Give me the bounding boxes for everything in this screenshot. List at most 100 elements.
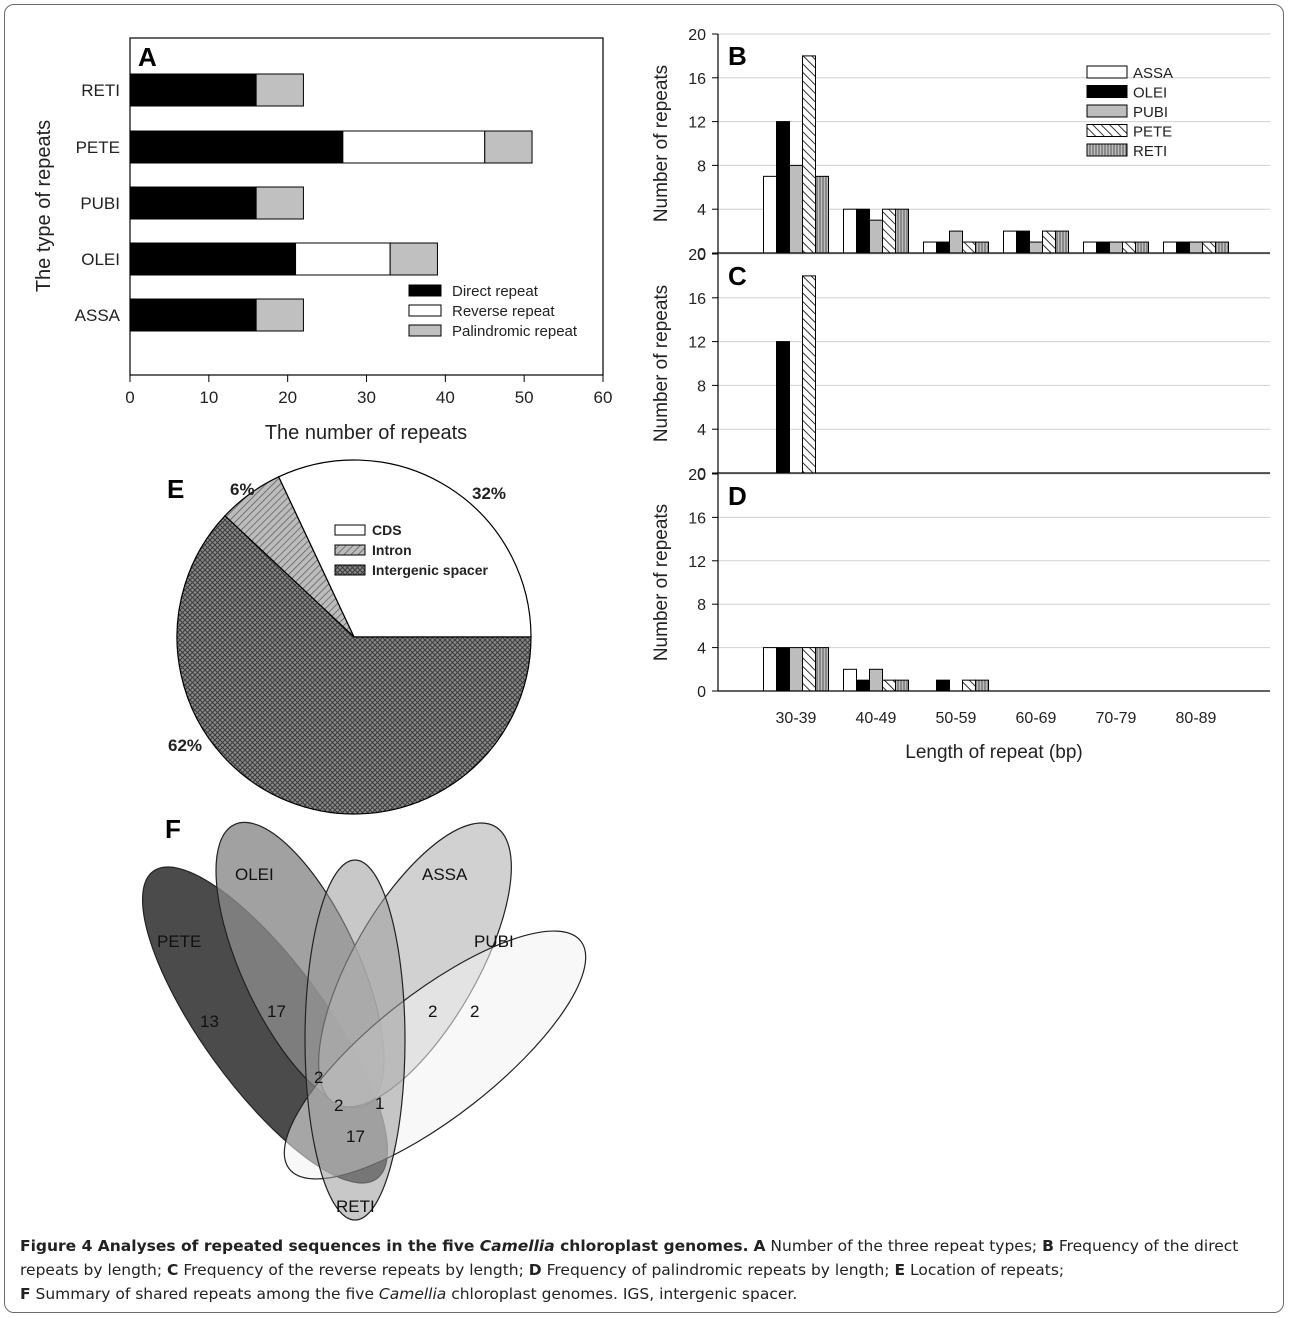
bar-b-80-89-pubi xyxy=(1189,241,1203,254)
bar-b-50-59-assa xyxy=(923,241,937,254)
y-tick-label: 16 xyxy=(688,291,706,308)
venn-count: 2 xyxy=(334,1096,343,1115)
bar-b-60-69-pete xyxy=(1042,230,1056,254)
y-tick-label: RETI xyxy=(81,81,120,100)
bar-b-60-69-olei xyxy=(1016,230,1030,254)
bar-reti-direct-repeat xyxy=(129,73,257,107)
panel-e-letter: E xyxy=(167,474,184,504)
caption-lead-tail: chloroplast genomes. xyxy=(554,1237,749,1255)
y-tick-label: 20 xyxy=(688,27,706,44)
caption-part-d: D Frequency of palindromic repeats by le… xyxy=(528,1261,895,1279)
venn-count: 17 xyxy=(267,1002,286,1021)
venn-count: 13 xyxy=(200,1012,219,1031)
legend-label: Intergenic spacer xyxy=(372,562,488,578)
caption-part-b: B Frequency of the direct repeats by len… xyxy=(20,1237,1239,1279)
bar-d-40-49-pubi xyxy=(869,668,883,692)
bar-d-30-39-olei xyxy=(776,647,790,692)
panel-b-legend: ASSA OLEI PUBI PETE RETI xyxy=(1086,65,1173,160)
y-tick-label: 4 xyxy=(697,422,706,439)
caption-lead: Figure 4 Analyses of repeated sequences … xyxy=(20,1237,480,1255)
bar-b-80-89-olei xyxy=(1176,241,1190,254)
legend-label: Palindromic repeat xyxy=(452,323,578,340)
bar-b-30-39-pubi xyxy=(789,164,803,254)
panel-f: F PETE OLEI ASSA PUBI RETI 13 17 2 2 2 2… xyxy=(141,814,587,1221)
venn-set-label-pubi: PUBI xyxy=(474,932,514,951)
bcd-gridlines xyxy=(718,33,1270,649)
bar-d-40-49-olei xyxy=(856,679,870,692)
bcd-x-ticks: 30-39 40-49 50-59 60-69 70-79 80-89 xyxy=(776,710,1217,727)
bar-b-60-69-reti xyxy=(1055,230,1069,254)
venn-set-label-assa: ASSA xyxy=(422,865,468,884)
venn-count: 17 xyxy=(346,1127,365,1146)
y-tick-label: 20 xyxy=(688,467,706,484)
x-tick-label: 50 xyxy=(515,388,534,407)
bar-d-50-59-pete xyxy=(962,679,976,692)
panel-a-bars xyxy=(129,73,533,332)
x-tick-label: 40-49 xyxy=(856,710,897,727)
bar-pete-palindromic-repeat xyxy=(484,130,533,164)
bar-pete-direct-repeat xyxy=(129,130,344,164)
legend-label: RETI xyxy=(1133,143,1167,160)
y-tick-label: PUBI xyxy=(80,194,120,213)
legend-label: Reverse repeat xyxy=(452,303,555,320)
figure-caption: Figure 4 Analyses of repeated sequences … xyxy=(20,1234,1276,1306)
caption-part-c: C Frequency of the reverse repeats by le… xyxy=(167,1261,529,1279)
panel-e-legend: CDS Intron Intergenic spacer xyxy=(334,522,488,578)
legend-label: PETE xyxy=(1133,124,1172,141)
bar-b-70-79-olei xyxy=(1096,241,1110,254)
panel-a-letter: A xyxy=(138,42,157,72)
legend-swatch xyxy=(334,564,366,576)
x-tick-label: 80-89 xyxy=(1176,710,1217,727)
panel-d-x-label: Length of repeat (bp) xyxy=(905,742,1082,763)
y-tick-label: ASSA xyxy=(75,306,121,325)
venn-set-label-reti: RETI xyxy=(336,1197,375,1216)
bcd-axes xyxy=(717,34,1270,692)
venn-count: 2 xyxy=(470,1002,479,1021)
y-tick-label: 12 xyxy=(688,115,706,132)
y-tick-label: 12 xyxy=(688,335,706,352)
bar-b-50-59-pubi xyxy=(949,230,963,254)
bar-b-80-89-reti xyxy=(1215,241,1229,254)
bar-c-30-39-olei xyxy=(776,341,790,474)
venn-count: 1 xyxy=(375,1094,384,1113)
bar-d-50-59-olei xyxy=(936,679,950,692)
pie-slice-intergenic-spacer xyxy=(176,514,532,815)
bar-b-70-79-pubi xyxy=(1109,241,1123,254)
panel-e-slice-labels: 32% 6% 62% xyxy=(168,480,506,755)
legend-swatch xyxy=(408,304,442,317)
caption-genus-2: Camellia xyxy=(378,1285,447,1303)
bar-d-40-49-reti xyxy=(895,679,909,692)
legend-label: Intron xyxy=(372,542,412,558)
bcd-letters: B C D xyxy=(728,41,747,511)
bar-d-30-39-pete xyxy=(802,647,816,692)
venn-ellipse-reti xyxy=(304,859,406,1221)
caption-end: chloroplast genomes. IGS, intergenic spa… xyxy=(446,1285,798,1303)
y-tick-label: 16 xyxy=(688,71,706,88)
bar-d-40-49-assa xyxy=(843,668,857,692)
panel-y-label: Number of repeats xyxy=(651,504,672,661)
bar-d-30-39-reti xyxy=(815,647,829,692)
panel-a-x-label: The number of repeats xyxy=(265,422,467,444)
x-tick-label: 60-69 xyxy=(1016,710,1057,727)
y-tick-label: 4 xyxy=(697,641,706,658)
y-tick-label: 16 xyxy=(688,510,706,527)
venn-count: 2 xyxy=(314,1068,323,1087)
x-tick-label: 20 xyxy=(278,388,297,407)
legend-label: PUBI xyxy=(1133,104,1168,121)
caption-part-a: A Number of the three repeat types; xyxy=(753,1237,1043,1255)
x-tick-label: 70-79 xyxy=(1096,710,1137,727)
legend-swatch xyxy=(1086,124,1128,137)
panel-a-y-label: The type of repeats xyxy=(33,120,55,292)
pie-slice-cds xyxy=(277,459,532,638)
panel-a-y-ticks: RETI PETE PUBI OLEI ASSA xyxy=(75,81,135,325)
bar-d-30-39-assa xyxy=(763,647,777,692)
y-tick-label: 12 xyxy=(688,554,706,571)
x-tick-label: 60 xyxy=(594,388,613,407)
panel-a-legend: Direct repeat Reverse repeat Palindromic r… xyxy=(408,283,578,340)
y-tick-label: 0 xyxy=(697,684,706,701)
legend-label: Direct repeat xyxy=(452,283,539,300)
bar-pete-reverse-repeat xyxy=(342,130,486,164)
y-tick-label: PETE xyxy=(76,138,120,157)
bar-d-50-59-reti xyxy=(975,679,989,692)
